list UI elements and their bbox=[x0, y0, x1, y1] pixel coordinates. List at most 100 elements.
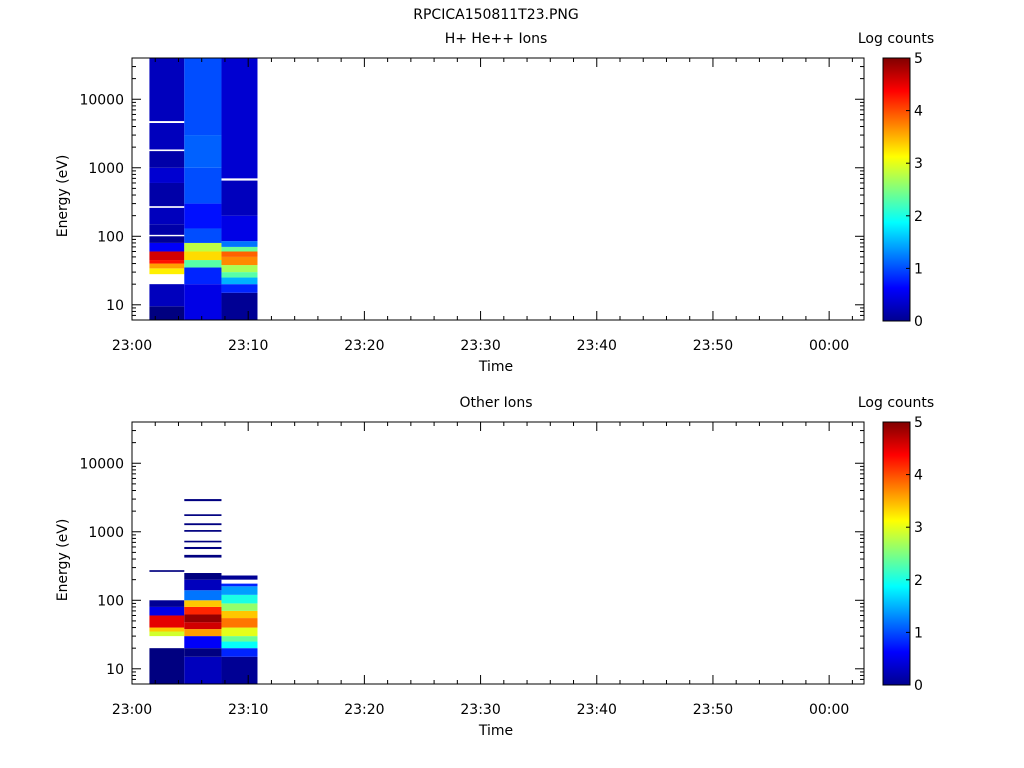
spectrogram-cell bbox=[221, 180, 258, 216]
spectrogram-cell bbox=[149, 306, 185, 320]
spectrogram-cell bbox=[184, 58, 222, 136]
spectrogram-cell bbox=[184, 251, 222, 261]
y-tick-label: 100 bbox=[97, 229, 124, 245]
spectrogram-cell bbox=[221, 648, 258, 657]
spectrogram-cell bbox=[221, 618, 258, 628]
spectrogram-cell bbox=[184, 499, 222, 502]
spectrogram-cell bbox=[149, 648, 185, 684]
colorbar bbox=[882, 57, 911, 322]
colorbar-label: Log counts bbox=[858, 395, 934, 411]
spectrogram-cells bbox=[149, 58, 258, 320]
x-axis-label: Time bbox=[478, 359, 513, 375]
y-tick-label: 100 bbox=[97, 593, 124, 609]
spectrogram-cell bbox=[184, 579, 222, 591]
spectrogram-cell bbox=[184, 622, 222, 630]
spectrogram-cell bbox=[221, 277, 258, 285]
colorbar-tick-label: 3 bbox=[914, 156, 923, 172]
spectrogram-cell bbox=[149, 600, 185, 607]
x-tick-label: 23:40 bbox=[577, 702, 617, 718]
colorbar-tick-label: 4 bbox=[914, 104, 923, 120]
spectrogram-cell bbox=[149, 167, 185, 183]
x-axis-label: Time bbox=[478, 723, 513, 739]
spectrogram-cell bbox=[149, 236, 185, 243]
spectrogram-cell bbox=[221, 583, 258, 587]
figure-title: RPCICA150811T23.PNG bbox=[413, 7, 578, 23]
spectrogram-cell bbox=[184, 636, 222, 649]
spectrogram-cell bbox=[221, 610, 258, 619]
x-tick-label: 23:30 bbox=[460, 338, 500, 354]
spectrogram-cell bbox=[149, 606, 185, 616]
spectrogram-cell bbox=[149, 207, 185, 225]
colorbar bbox=[882, 421, 911, 686]
colorbar-tick-label: 5 bbox=[914, 415, 923, 431]
spectrogram-cell bbox=[221, 586, 258, 595]
y-tick-label: 1000 bbox=[88, 161, 124, 177]
spectrogram-cell bbox=[149, 627, 185, 632]
x-tick-label: 23:10 bbox=[228, 338, 268, 354]
x-tick-label: 23:50 bbox=[693, 702, 733, 718]
x-axis-ticks: 23:00 23:10 23:20 23:30 23:40 23:50 00:00 bbox=[112, 422, 853, 718]
spectrogram-cell bbox=[184, 260, 222, 268]
spectrogram-cell bbox=[184, 629, 222, 637]
x-tick-label: 23:20 bbox=[344, 702, 384, 718]
colorbar-tick-label: 0 bbox=[914, 314, 923, 330]
spectrogram-cell bbox=[149, 615, 185, 628]
colorbar-ticks: 0 1 2 3 4 5 bbox=[906, 415, 923, 694]
spectrogram-cell bbox=[221, 594, 258, 604]
panel-title: Other Ions bbox=[459, 395, 532, 411]
plot-frame bbox=[131, 421, 865, 685]
panel-h-he-ions: H+ He++ Ions 23:00 23:10 23:20 23:30 23:40 23… bbox=[55, 31, 934, 375]
x-tick-label: 00:00 bbox=[809, 702, 849, 718]
spectrogram-cell bbox=[184, 606, 222, 615]
spectrogram-cell bbox=[149, 263, 185, 269]
spectrogram-cell bbox=[149, 570, 185, 572]
x-tick-label: 23:00 bbox=[112, 338, 152, 354]
spectrogram-cell bbox=[221, 636, 258, 642]
y-tick-label: 10 bbox=[106, 662, 124, 678]
spectrogram-cell bbox=[221, 256, 258, 266]
colorbar-tick-label: 1 bbox=[914, 261, 923, 277]
y-tick-label: 10 bbox=[106, 298, 124, 314]
spectrogram-cell bbox=[184, 614, 222, 623]
spectrogram-cell bbox=[149, 268, 185, 275]
colorbar-tick-label: 2 bbox=[914, 209, 923, 225]
spectrogram-cell bbox=[149, 284, 185, 307]
spectrogram-cell bbox=[221, 627, 258, 637]
x-tick-label: 23:00 bbox=[112, 702, 152, 718]
spectrogram-cell bbox=[221, 292, 258, 320]
y-axis-ticks: 10 100 1000 10000 bbox=[79, 421, 864, 685]
x-tick-label: 23:20 bbox=[344, 338, 384, 354]
spectrogram-cell bbox=[149, 123, 185, 150]
spectrogram-cell bbox=[184, 228, 222, 243]
panel-other-ions: Other Ions 23:00 23:10 23:20 23:30 23:40 23:5… bbox=[55, 395, 934, 739]
spectrogram-cell bbox=[184, 267, 222, 285]
spectrogram-cell bbox=[184, 540, 222, 543]
colorbar-tick-label: 2 bbox=[914, 573, 923, 589]
spectrogram-cell bbox=[184, 135, 222, 168]
spectrogram-cell bbox=[184, 648, 222, 657]
y-axis-label: Energy (eV) bbox=[55, 155, 71, 238]
colorbar-tick-label: 4 bbox=[914, 468, 923, 484]
spectrogram-cell bbox=[221, 251, 258, 257]
spectrogram-cell bbox=[221, 246, 258, 252]
spectrogram-cell bbox=[184, 573, 222, 580]
y-axis-ticks: 10 100 1000 10000 bbox=[79, 57, 864, 321]
spectrogram-cell bbox=[184, 523, 222, 526]
spectrogram-cell bbox=[149, 224, 185, 235]
spectrogram-cell bbox=[149, 242, 185, 252]
colorbar-tick-label: 3 bbox=[914, 520, 923, 536]
spectrogram-cell bbox=[221, 272, 258, 278]
spectrogram-cell bbox=[221, 241, 258, 247]
spectrogram-cell bbox=[149, 151, 185, 168]
spectrogram-cell bbox=[184, 203, 222, 229]
y-tick-label: 1000 bbox=[88, 525, 124, 541]
spectrogram-cell bbox=[221, 603, 258, 611]
spectrogram-cell bbox=[149, 260, 185, 264]
spectrogram-cell bbox=[184, 656, 222, 684]
spectrogram-cell bbox=[184, 546, 222, 550]
spectrogram-cell bbox=[221, 215, 258, 242]
colorbar-tick-label: 0 bbox=[914, 678, 923, 694]
spectrogram-cell bbox=[221, 656, 258, 684]
panel-title: H+ He++ Ions bbox=[445, 31, 548, 47]
